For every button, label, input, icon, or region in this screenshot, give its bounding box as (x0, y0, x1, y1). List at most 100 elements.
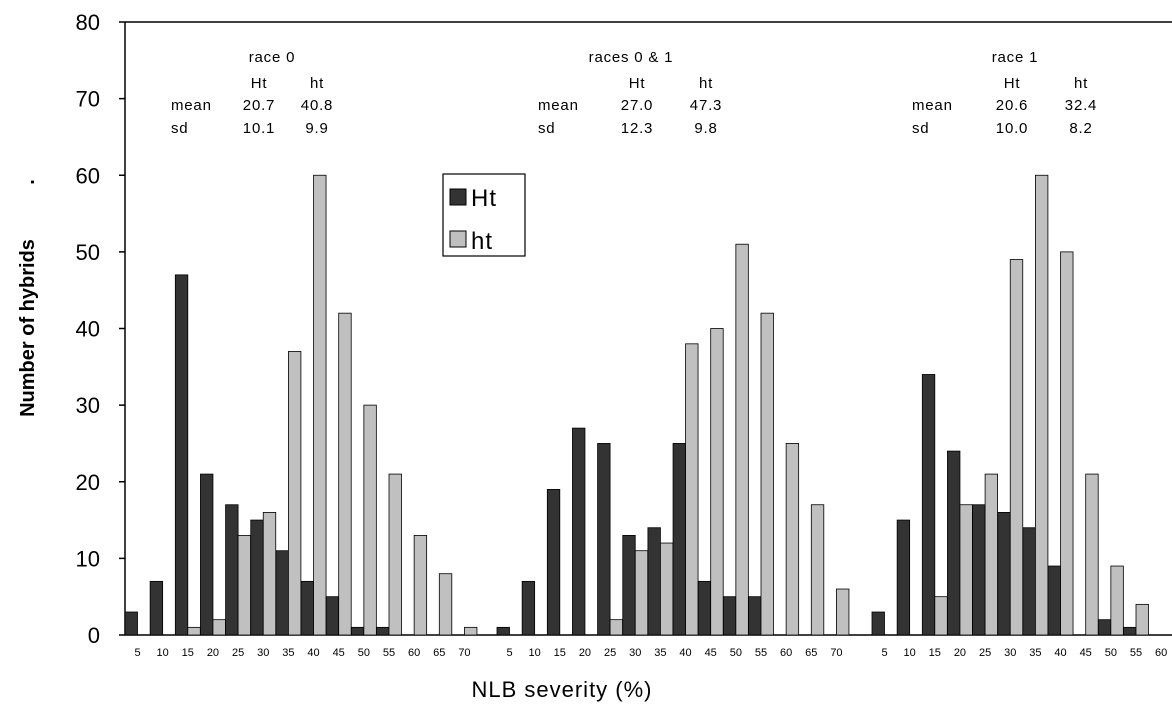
bar-Ht-g2-25 (972, 504, 986, 636)
x-tick-label: 15 (182, 647, 194, 659)
stats-row-label: sd (912, 120, 929, 137)
stats-header-Ht: Ht (629, 75, 646, 92)
y-tick-label: 80 (76, 10, 100, 35)
bar-ht-g1-65 (810, 504, 825, 636)
bar-Ht-g0-15 (174, 274, 189, 636)
x-tick-label: 20 (579, 647, 591, 659)
bar-Ht-g2-55 (1123, 626, 1137, 636)
x-tick-label: 60 (1155, 647, 1167, 659)
stats-value-ht: 32.4 (1065, 97, 1097, 114)
bar-Ht-g1-40 (672, 443, 686, 636)
bar-Ht-g0-40 (300, 580, 314, 636)
x-tick-label: 40 (679, 647, 691, 659)
bar-Ht-g2-10 (896, 519, 911, 636)
y-tick-label: 60 (76, 163, 100, 188)
bar-Ht-g1-50 (722, 596, 737, 636)
x-tick-label: 5 (134, 647, 140, 659)
x-tick-label: 35 (282, 647, 294, 659)
bar-ht-g2-40 (1060, 251, 1074, 636)
x-tick-label: 5 (506, 647, 512, 659)
bar-ht-g0-45 (338, 312, 352, 636)
stats-value-ht: 47.3 (690, 97, 722, 114)
bar-ht-g0-55 (388, 473, 402, 636)
x-tick-label: 50 (358, 647, 370, 659)
bar-Ht-g1-15 (546, 489, 561, 636)
x-tick-label: 10 (904, 647, 916, 659)
bar-ht-g0-70 (464, 626, 478, 636)
bar-ht-g1-70 (836, 588, 850, 636)
bar-ht-g2-20 (959, 504, 973, 636)
x-tick-label: 65 (805, 647, 817, 659)
bar-Ht-g0-20 (200, 473, 214, 636)
stats-header-ht: ht (310, 75, 324, 92)
group-stats: race 0 Ht ht mean 20.7 40.8 sd 10.1 9.9 races 0 &… (171, 49, 1097, 137)
x-tick-label: 45 (1080, 647, 1092, 659)
legend-label-ht: ht (471, 228, 493, 255)
group-title: race 0 (249, 49, 296, 66)
bar-ht-g1-35 (660, 542, 674, 636)
x-tick-label: 50 (730, 647, 742, 659)
x-tick-label: 30 (1004, 647, 1016, 659)
bar-ht-g0-25 (237, 534, 252, 636)
stats-value-Ht: 20.7 (243, 97, 275, 114)
bar-ht-g1-40 (685, 343, 699, 636)
x-tick-label: 70 (830, 647, 842, 659)
stats-header-Ht: Ht (1004, 75, 1021, 92)
bar-ht-g0-60 (413, 534, 428, 636)
bar-ht-g2-15 (934, 596, 948, 636)
x-tick-label: 40 (307, 647, 319, 659)
bar-Ht-g2-50 (1097, 619, 1112, 636)
x-tick-label: 10 (157, 647, 169, 659)
bar-ht-g2-55 (1135, 603, 1149, 636)
stats-header-ht: ht (1074, 75, 1088, 92)
y-tick-label: 70 (76, 87, 100, 112)
x-tick-label: 20 (954, 647, 966, 659)
x-tick-label: 55 (383, 647, 395, 659)
bar-Ht-g0-30 (250, 519, 264, 636)
x-tick-label: 5 (881, 647, 887, 659)
bar-ht-g1-30 (634, 550, 649, 636)
bar-Ht-g0-50 (350, 626, 365, 636)
y-axis-label-text: Number of hybrids (17, 239, 39, 417)
bar-ht-g1-45 (710, 328, 724, 636)
bar-ht-g0-35 (287, 351, 302, 636)
bar-Ht-g2-35 (1022, 527, 1036, 636)
stats-header-ht: ht (699, 75, 713, 92)
y-tick-label: 40 (76, 317, 100, 342)
bar-Ht-g1-30 (622, 534, 636, 636)
x-tick-label: 65 (433, 647, 445, 659)
bar-ht-g2-25 (984, 473, 998, 636)
stats-value-Ht: 12.3 (621, 120, 653, 137)
group-title: races 0 & 1 (589, 49, 674, 66)
stats-value-ht: 9.8 (694, 120, 717, 137)
bar-ht-g2-35 (1035, 174, 1049, 636)
bar-Ht-g0-10 (149, 580, 164, 636)
x-tick-label: 60 (408, 647, 420, 659)
bar-Ht-g0-45 (325, 596, 340, 636)
x-tick-label: 15 (929, 647, 941, 659)
bar-ht-g1-25 (609, 619, 623, 636)
x-tick-label: 15 (554, 647, 566, 659)
bar-Ht-g2-30 (997, 512, 1011, 636)
stats-value-Ht: 10.0 (996, 120, 1028, 137)
x-tick-label: 20 (207, 647, 219, 659)
stats-row-label: sd (538, 120, 555, 137)
bar-Ht-g2-40 (1047, 565, 1061, 636)
bar-ht-g0-15 (187, 626, 201, 636)
legend-swatch-ht (449, 230, 467, 248)
y-tick-label: 0 (88, 623, 100, 648)
bar-Ht-g1-55 (748, 596, 762, 636)
x-tick-label: 35 (1029, 647, 1041, 659)
y-ticks: 0 10 20 30 40 50 60 70 80 (76, 10, 125, 648)
x-tick-label: 30 (629, 647, 641, 659)
bar-ht-g2-50 (1110, 565, 1124, 636)
x-tick-label: 50 (1105, 647, 1117, 659)
x-tick-label: 70 (458, 647, 470, 659)
x-axis-label: NLB severity (%) (471, 677, 652, 702)
legend: Ht ht (442, 173, 526, 257)
bar-ht-g1-50 (735, 243, 749, 636)
bar-Ht-g2-15 (921, 374, 936, 636)
stats-value-ht: 8.2 (1069, 120, 1092, 137)
x-tick-label: 45 (333, 647, 345, 659)
